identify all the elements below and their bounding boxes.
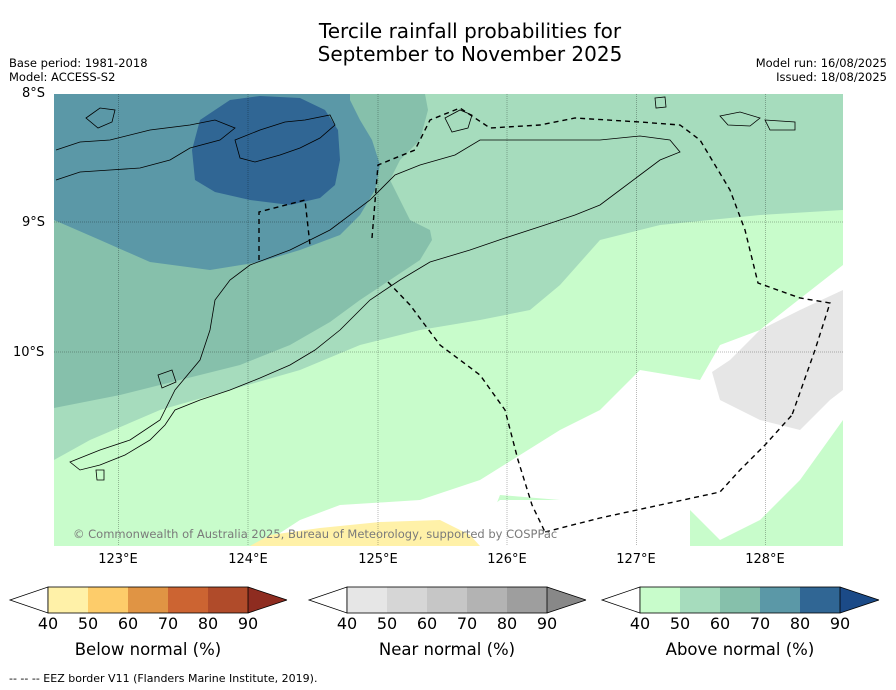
colorbar-below-tick: 90 (237, 614, 259, 633)
region-near-40 (712, 290, 843, 430)
colorbar-near-swatch (467, 587, 507, 613)
colorbar-above-extend-right (840, 587, 879, 613)
colorbar-above-tick: 50 (669, 614, 691, 633)
colorbar-near (307, 586, 587, 614)
colorbar-above-tick: 70 (749, 614, 771, 633)
colorbar-above-tick: 90 (829, 614, 851, 633)
colorbar-above-swatch (640, 587, 680, 613)
lat-label-9s: 9°S (22, 215, 46, 230)
eez-border (258, 107, 831, 533)
map-area: © Commonwealth of Australia 2025, Bureau… (54, 94, 843, 546)
colorbar-above-label: Above normal (%) (665, 640, 815, 659)
colorbar-below-swatch (208, 587, 248, 613)
colorbar-above-swatch (680, 587, 720, 613)
colorbar-near-swatch (347, 587, 387, 613)
colorbar-above-swatch (720, 587, 760, 613)
colorbar-near-extend-left (307, 586, 348, 614)
lat-label-10s: 10°S (13, 345, 45, 360)
colorbars (8, 586, 880, 614)
meta-right: Model run: 16/08/2025 Issued: 18/08/2025 (756, 56, 887, 84)
colorbar-below-extend-right (248, 587, 287, 613)
region-below-40 (250, 520, 480, 546)
colorbar-near-tick: 90 (536, 614, 558, 633)
issued-text: Issued: 18/08/2025 (776, 70, 887, 84)
colorbar-above-tick: 40 (629, 614, 651, 633)
coastlines (55, 96, 796, 481)
colorbar-below-label: Below normal (%) (74, 640, 222, 659)
title-line-2: September to November 2025 (317, 42, 623, 66)
footer-eez-note: -- -- -- EEZ border V11 (Flanders Marine… (9, 672, 318, 685)
lon-label-126e: 126°E (487, 552, 527, 567)
colorbar-below-swatch (48, 587, 88, 613)
lon-label-125e: 125°E (358, 552, 398, 567)
region-no-signal (260, 265, 843, 546)
lon-label-124e: 124°E (228, 552, 268, 567)
colorbar-near-swatch (427, 587, 467, 613)
model-run-text: Model run: 16/08/2025 (755, 56, 887, 70)
colorbar-near-tick: 50 (376, 614, 398, 633)
colorbar-near-swatch (507, 587, 547, 613)
colorbar-below-tick: 70 (157, 614, 179, 633)
lon-label-128e: 128°E (745, 552, 785, 567)
colorbar-above-swatch (800, 587, 840, 613)
region-above-80 (192, 96, 340, 205)
colorbar-below-tick: 40 (37, 614, 59, 633)
colorbar-near-tick: 70 (456, 614, 478, 633)
colorbar-below-tick: 50 (77, 614, 99, 633)
page-title: Tercile rainfall probabilities for Septe… (0, 20, 896, 66)
colorbar-below-tick: 60 (117, 614, 139, 633)
lon-label-123e: 123°E (98, 552, 138, 567)
colorbar-above (600, 586, 880, 614)
lon-label-127e: 127°E (616, 552, 656, 567)
base-period-text: Base period: 1981-2018 (9, 56, 148, 70)
lat-label-8s: 8°S (22, 86, 46, 101)
colorbar-below-tick: 80 (197, 614, 219, 633)
colorbar-near-tick: 60 (416, 614, 438, 633)
colorbar-near-swatch (387, 587, 427, 613)
colorbar-near-tick: 80 (496, 614, 518, 633)
colorbar-below-swatch (128, 587, 168, 613)
colorbar-below (8, 586, 288, 614)
colorbar-below-extend-left (8, 586, 49, 614)
colorbar-near-tick: 40 (336, 614, 358, 633)
colorbar-above-tick: 80 (789, 614, 811, 633)
colorbar-above-swatch (760, 587, 800, 613)
colorbar-near-label: Near normal (%) (378, 640, 516, 659)
model-text: Model: ACCESS-S2 (9, 70, 116, 84)
colorbar-below-swatch (168, 587, 208, 613)
meta-left: Base period: 1981-2018 Model: ACCESS-S2 (9, 56, 148, 84)
colorbar-near-extend-right (547, 587, 586, 613)
colorbar-above-extend-left (600, 586, 641, 614)
title-line-1: Tercile rainfall probabilities for (318, 19, 622, 43)
copyright-text: © Commonwealth of Australia 2025, Bureau… (73, 527, 557, 541)
colorbar-above-tick: 60 (709, 614, 731, 633)
colorbar-below-swatch (88, 587, 128, 613)
